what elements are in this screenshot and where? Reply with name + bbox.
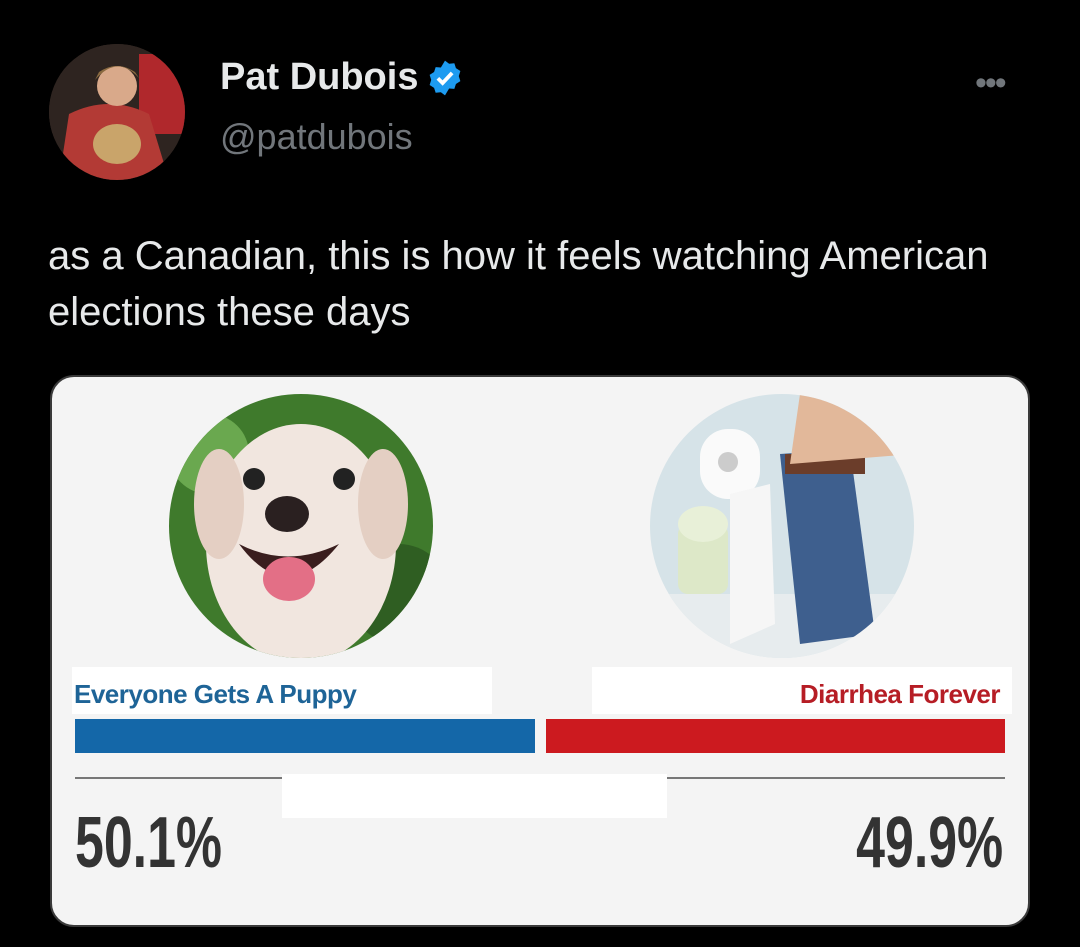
right-candidate-label: Diarrhea Forever (799, 679, 1001, 709)
right-percent: 49.9% (856, 803, 1003, 883)
avatar-photo (49, 44, 185, 180)
tweet-media[interactable]: Everyone Gets A Puppy Diarrhea Forever 5… (50, 375, 1030, 927)
verified-badge-icon (430, 60, 461, 95)
right-divider (667, 777, 1005, 779)
center-blank-box (282, 774, 667, 818)
left-result-bar (75, 719, 536, 753)
right-label-box (592, 667, 1012, 714)
author-handle[interactable]: @patdubois (220, 116, 413, 157)
left-label-box (72, 667, 492, 714)
toilet-paper-photo (650, 394, 914, 658)
tweet-text: as a Canadian, this is how it feels watc… (48, 234, 989, 334)
puppy-photo (169, 394, 433, 658)
left-divider (75, 777, 282, 779)
right-result-bar (546, 719, 1005, 753)
more-horizontal-icon[interactable]: ••• (975, 64, 1007, 102)
left-percent: 50.1% (75, 803, 222, 883)
author-name-row[interactable]: Pat Dubois (220, 56, 464, 99)
avatar[interactable] (49, 44, 185, 180)
left-candidate-label: Everyone Gets A Puppy (74, 679, 357, 709)
author-name[interactable]: Pat Dubois (220, 56, 419, 98)
